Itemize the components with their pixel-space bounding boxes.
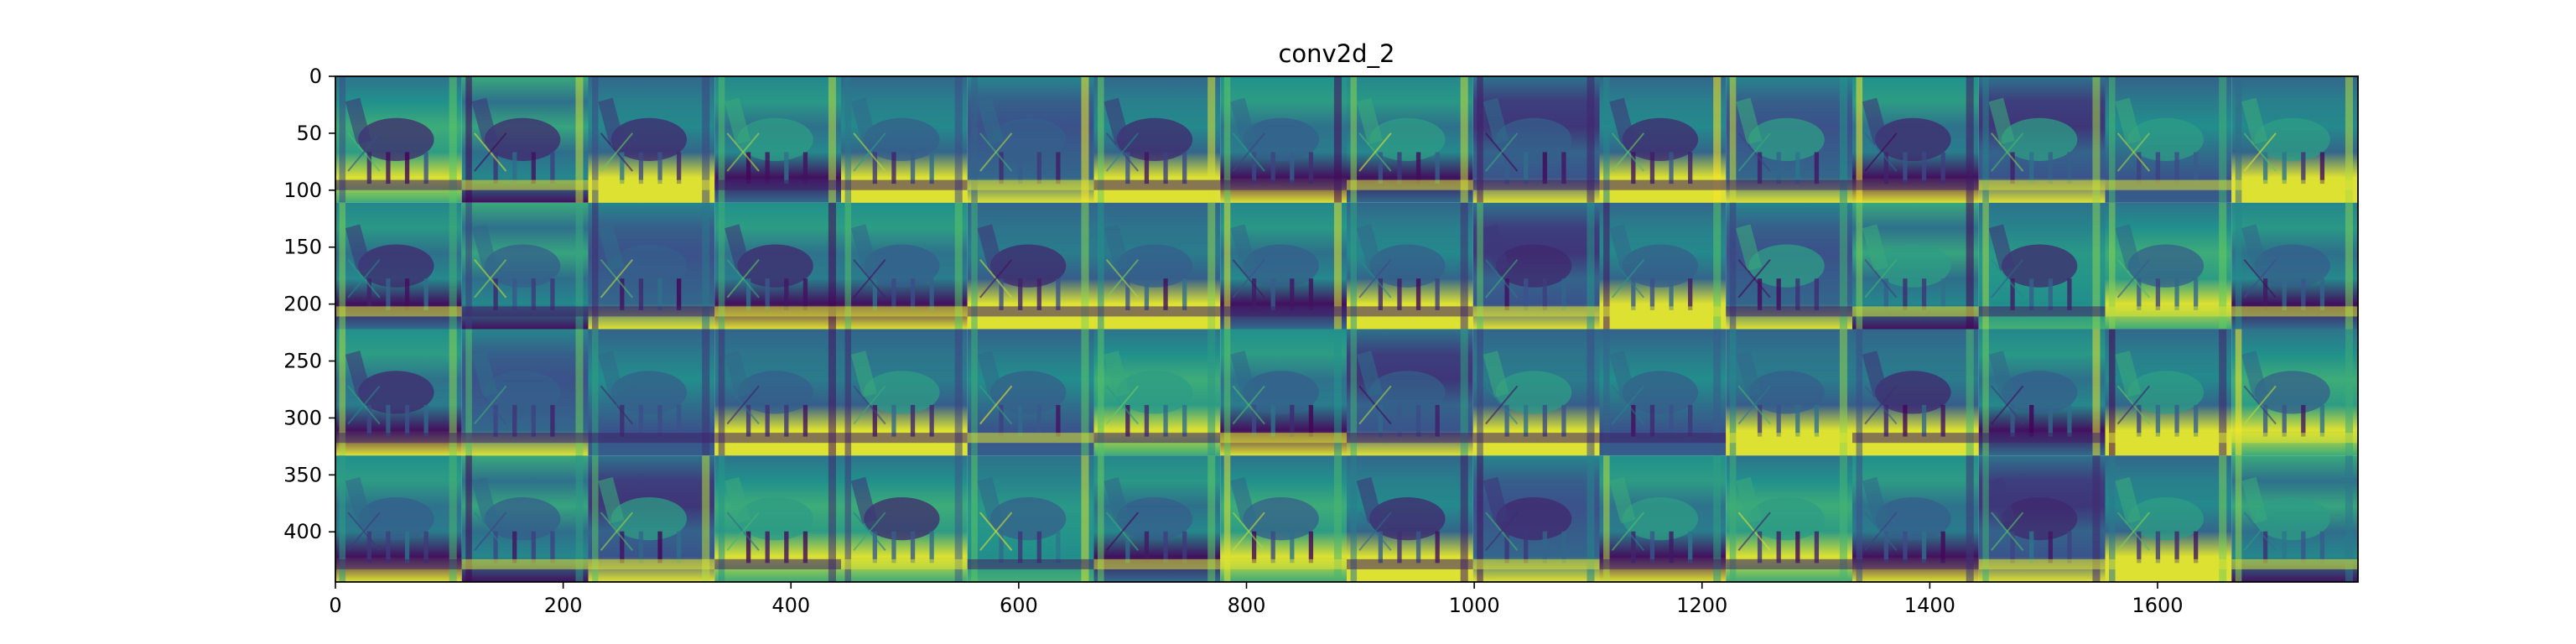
axes-frame: [335, 75, 2359, 583]
y-tick-label: 100: [283, 179, 322, 202]
chart-title: conv2d_2: [1278, 39, 1394, 68]
feature-map-tile: [2105, 455, 2232, 582]
x-tick-label: 1400: [1904, 594, 1955, 617]
feature-map-tile: [714, 455, 841, 582]
feature-map-grid: [335, 76, 2358, 582]
feature-map-tile: [1347, 455, 1473, 582]
feature-map-tile: [461, 329, 589, 456]
feature-map-tile: [461, 202, 589, 330]
feature-map-tile: [2231, 329, 2358, 456]
feature-map-tile: [1726, 202, 1852, 330]
feature-map-tile: [1220, 202, 1347, 330]
feature-map-tile: [1978, 329, 2106, 456]
feature-map-tile: [335, 329, 462, 456]
feature-map-tile: [461, 455, 589, 582]
y-tick-label: 350: [283, 463, 322, 486]
feature-map-tile: [1852, 202, 1979, 330]
y-axis: 0 50 100 150 200 250 300 350 400: [283, 65, 335, 543]
feature-map-tile: [1347, 329, 1473, 456]
feature-map-tile: [1472, 202, 1600, 330]
feature-map-tile: [1472, 455, 1600, 582]
feature-map-tile: [1599, 455, 1727, 582]
feature-map-tile: [461, 76, 589, 203]
feature-map-tile: [1852, 455, 1979, 582]
feature-map-tile: [335, 76, 462, 203]
feature-map-tile: [1472, 76, 1600, 203]
feature-map-tile: [714, 329, 841, 456]
feature-map-tile: [1978, 455, 2106, 582]
feature-map-tile: [1220, 76, 1347, 203]
feature-map-tile: [714, 76, 841, 203]
y-tick-label: 300: [283, 406, 322, 429]
feature-map-tile: [1093, 76, 1221, 203]
feature-map-tile: [1220, 455, 1347, 582]
feature-map-tile: [1726, 329, 1852, 456]
feature-map-tile: [1978, 202, 2106, 330]
feature-map-tile: [2231, 76, 2358, 203]
feature-map-tile: [588, 76, 715, 203]
feature-map-tile: [967, 329, 1094, 456]
feature-map-tile: [1726, 455, 1852, 582]
feature-map-tile: [1220, 329, 1347, 456]
feature-map-tile: [841, 202, 968, 330]
feature-map-tile: [841, 455, 968, 582]
feature-map-tile: [967, 76, 1094, 203]
feature-map-tile: [1726, 76, 1852, 203]
feature-map-tile: [1852, 329, 1979, 456]
feature-map-tile: [588, 329, 715, 456]
x-tick-label: 800: [1228, 594, 1266, 617]
feature-map-tile: [2105, 329, 2232, 456]
x-tick-label: 0: [329, 594, 341, 617]
feature-map-tile: [1472, 329, 1600, 456]
feature-map-tile: [967, 455, 1094, 582]
feature-map-tile: [1093, 455, 1221, 582]
feature-map-tile: [2231, 455, 2358, 582]
feature-map-tile: [2105, 76, 2232, 203]
x-tick-label: 1600: [2132, 594, 2183, 617]
feature-map-tile: [1852, 76, 1979, 203]
x-axis: 0 200 400 600 800 1000 1200 1400 1600: [329, 582, 2184, 617]
feature-map-tile: [841, 329, 968, 456]
feature-map-tile: [1599, 202, 1727, 330]
feature-map-tile: [2105, 202, 2232, 330]
y-tick-label: 200: [283, 293, 322, 316]
x-tick-label: 200: [544, 594, 583, 617]
feature-map-tile: [1093, 329, 1221, 456]
x-tick-label: 1200: [1676, 594, 1727, 617]
feature-map-tile: [335, 455, 462, 582]
feature-map-tile: [1599, 329, 1727, 456]
y-tick-label: 400: [283, 520, 322, 543]
feature-map-tile: [714, 202, 841, 330]
feature-map-tile: [1599, 76, 1727, 203]
feature-map-tile: [1347, 202, 1473, 330]
feature-map-tile: [588, 455, 715, 582]
y-tick-label: 150: [283, 236, 322, 259]
feature-map-tile: [588, 202, 715, 330]
feature-map-tile: [841, 76, 968, 203]
feature-map-tile: [1093, 202, 1221, 330]
feature-map-tile: [2231, 202, 2358, 330]
x-tick-label: 600: [1000, 594, 1038, 617]
x-tick-label: 1000: [1449, 594, 1500, 617]
x-tick-label: 400: [771, 594, 810, 617]
y-tick-label: 50: [296, 122, 322, 145]
y-tick-label: 250: [283, 350, 322, 373]
feature-map-tile: [1347, 76, 1473, 203]
feature-map-tile: [1978, 76, 2106, 203]
feature-map-tile: [335, 202, 462, 330]
feature-map-tile: [967, 202, 1094, 330]
y-tick-label: 0: [309, 65, 322, 88]
